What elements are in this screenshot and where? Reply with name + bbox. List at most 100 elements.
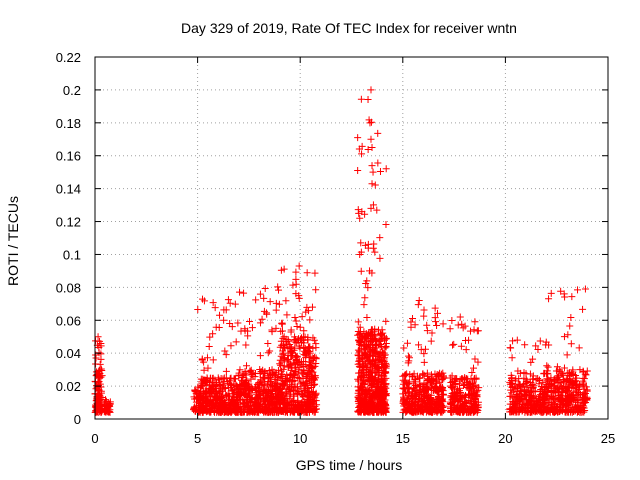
data-point [312, 397, 320, 405]
y-tick-label: 0.18 [56, 116, 81, 131]
data-point [303, 385, 311, 393]
y-tick-label: 0 [74, 412, 81, 427]
data-point [215, 395, 223, 403]
data-point [102, 397, 110, 405]
data-point [262, 309, 270, 317]
data-point [245, 407, 253, 415]
data-point [293, 352, 301, 360]
data-point [259, 390, 267, 398]
data-point [357, 408, 365, 416]
data-point [248, 324, 256, 332]
data-point [407, 323, 415, 331]
data-point [375, 375, 383, 383]
data-point [312, 340, 320, 348]
data-point [232, 338, 240, 346]
data-point [369, 395, 377, 403]
data-point [194, 390, 202, 398]
data-point [300, 406, 308, 414]
data-point [286, 360, 294, 368]
data-point [423, 401, 431, 409]
data-point [423, 321, 431, 329]
data-point [506, 344, 514, 352]
data-point [256, 402, 264, 410]
data-point [263, 385, 271, 393]
data-point [382, 392, 390, 400]
data-point [277, 352, 285, 360]
data-point [222, 351, 230, 359]
data-point [236, 288, 244, 296]
data-point [377, 396, 385, 404]
data-point [434, 394, 442, 402]
data-point [244, 380, 252, 388]
y-axis-label: ROTI / TECUs [5, 196, 21, 286]
chart-title: Day 329 of 2019, Rate Of TEC Index for r… [181, 20, 517, 36]
data-point [255, 408, 263, 416]
data-point [206, 408, 214, 416]
data-point [508, 354, 516, 362]
data-point [438, 408, 446, 416]
data-point [239, 374, 247, 382]
data-point [544, 363, 552, 371]
data-point [286, 381, 294, 389]
data-point [235, 403, 243, 411]
data-point [420, 306, 428, 314]
data-point [434, 406, 442, 414]
data-point [400, 344, 408, 352]
data-point [419, 370, 427, 378]
data-point [431, 304, 439, 312]
data-point [408, 407, 416, 415]
data-point [375, 341, 383, 349]
data-point [415, 388, 423, 396]
data-point [382, 340, 390, 348]
data-point [268, 366, 276, 374]
data-point [432, 375, 440, 383]
data-point [356, 214, 364, 222]
data-point [231, 375, 239, 383]
data-point [312, 360, 320, 368]
data-point [206, 399, 214, 407]
data-point [371, 181, 379, 189]
data-point [196, 399, 204, 407]
y-tick-label: 0.14 [56, 182, 81, 197]
data-point [97, 373, 105, 381]
data-point [209, 299, 217, 307]
data-point [561, 293, 569, 301]
data-point [373, 206, 381, 214]
data-point [272, 324, 280, 332]
data-point [375, 363, 383, 371]
data-point [362, 394, 370, 402]
data-point [196, 405, 204, 413]
data-point [358, 150, 366, 158]
data-point [198, 355, 206, 363]
data-point [409, 314, 417, 322]
data-point [465, 336, 473, 344]
data-point [367, 373, 375, 381]
data-point [471, 318, 479, 326]
data-point [301, 333, 309, 341]
data-point [244, 402, 252, 410]
data-point [245, 318, 253, 326]
data-point [446, 325, 454, 333]
data-point [257, 367, 265, 375]
data-point [199, 295, 207, 303]
data-point [212, 389, 220, 397]
data-point [293, 322, 301, 330]
data-point [279, 404, 287, 412]
data-point [521, 341, 529, 349]
data-point [354, 375, 362, 383]
data-point [206, 389, 214, 397]
data-point [294, 359, 302, 367]
data-point [568, 293, 576, 301]
data-point [239, 400, 247, 408]
data-point [230, 396, 238, 404]
data-point [308, 364, 316, 372]
data-point [306, 316, 314, 324]
data-point [375, 384, 383, 392]
data-point [230, 405, 238, 413]
data-point [354, 328, 362, 336]
data-point [102, 396, 110, 404]
data-point [575, 344, 583, 352]
data-point [94, 378, 102, 386]
data-point [258, 315, 266, 323]
data-point [92, 360, 100, 368]
